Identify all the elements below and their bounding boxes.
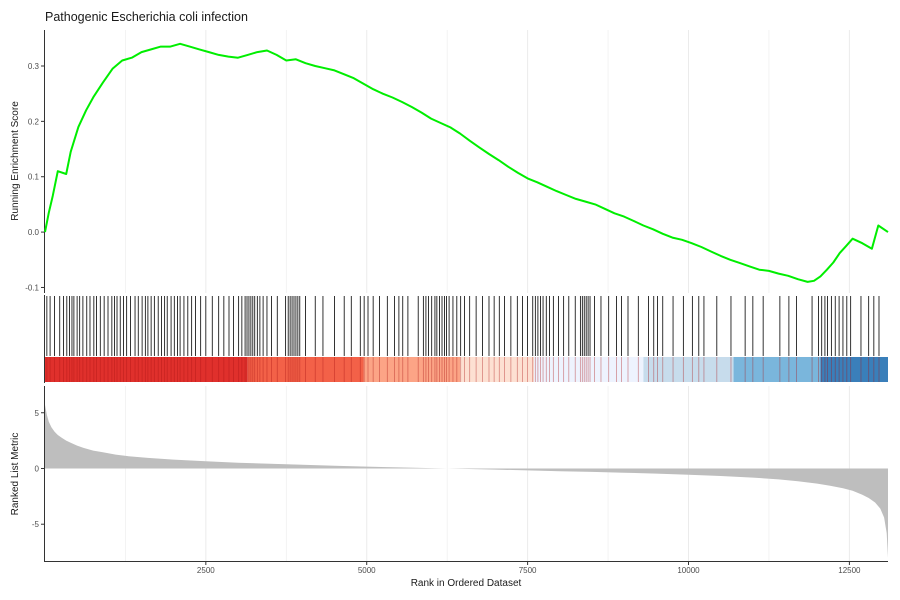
y-tick-label: 0 xyxy=(35,464,40,473)
heat-segment xyxy=(45,357,248,382)
y-tick-label: 0.1 xyxy=(28,173,40,182)
gene-hit-lines xyxy=(46,296,880,382)
x-tick-label: 7500 xyxy=(519,566,537,575)
y-tick-label: -5 xyxy=(32,520,40,529)
x-tick-label: 10000 xyxy=(677,566,700,575)
ranked-list-y-ticks: -5 0 5 xyxy=(32,409,44,529)
heat-segment xyxy=(733,357,821,382)
y-tick-label: 0.2 xyxy=(28,117,40,126)
x-tick-label: 5000 xyxy=(358,566,376,575)
chart-title: Pathogenic Escherichia coli infection xyxy=(45,10,248,24)
heat-segment xyxy=(820,357,888,382)
heat-segment xyxy=(247,357,364,382)
heat-segment xyxy=(460,357,535,382)
vertical-gridlines xyxy=(125,30,850,561)
running-score-panel: -0.1 0.0 0.1 0.2 0.3 Running Enrichment Scor… xyxy=(10,30,889,293)
running-score-line xyxy=(44,42,889,283)
x-axis-title: Rank in Ordered Dataset xyxy=(411,578,522,589)
x-tick-label: 12500 xyxy=(838,566,861,575)
y-tick-label: 0.0 xyxy=(28,228,40,237)
running-score-axis-title: Running Enrichment Score xyxy=(10,101,21,221)
rank-heat-strip xyxy=(45,357,888,382)
ranked-list-area xyxy=(45,404,888,558)
y-tick-label: 0.3 xyxy=(28,62,40,71)
ranked-list-panel: -5 0 5 2500 5000 7500 10000 12500 Ranked List … xyxy=(10,386,888,589)
y-tick-label: -0.1 xyxy=(25,283,39,292)
heat-segment xyxy=(363,357,461,382)
x-tick-label: 2500 xyxy=(197,566,215,575)
x-axis-ticks: 2500 5000 7500 10000 12500 xyxy=(197,562,861,575)
y-tick-label: 5 xyxy=(35,409,40,418)
running-score-y-ticks: -0.1 0.0 0.1 0.2 0.3 xyxy=(25,62,44,292)
heat-segment xyxy=(643,357,734,382)
ranked-list-axis-title: Ranked List Metric xyxy=(10,433,21,516)
heat-segment xyxy=(534,357,644,382)
gene-hits-panel xyxy=(44,295,888,383)
